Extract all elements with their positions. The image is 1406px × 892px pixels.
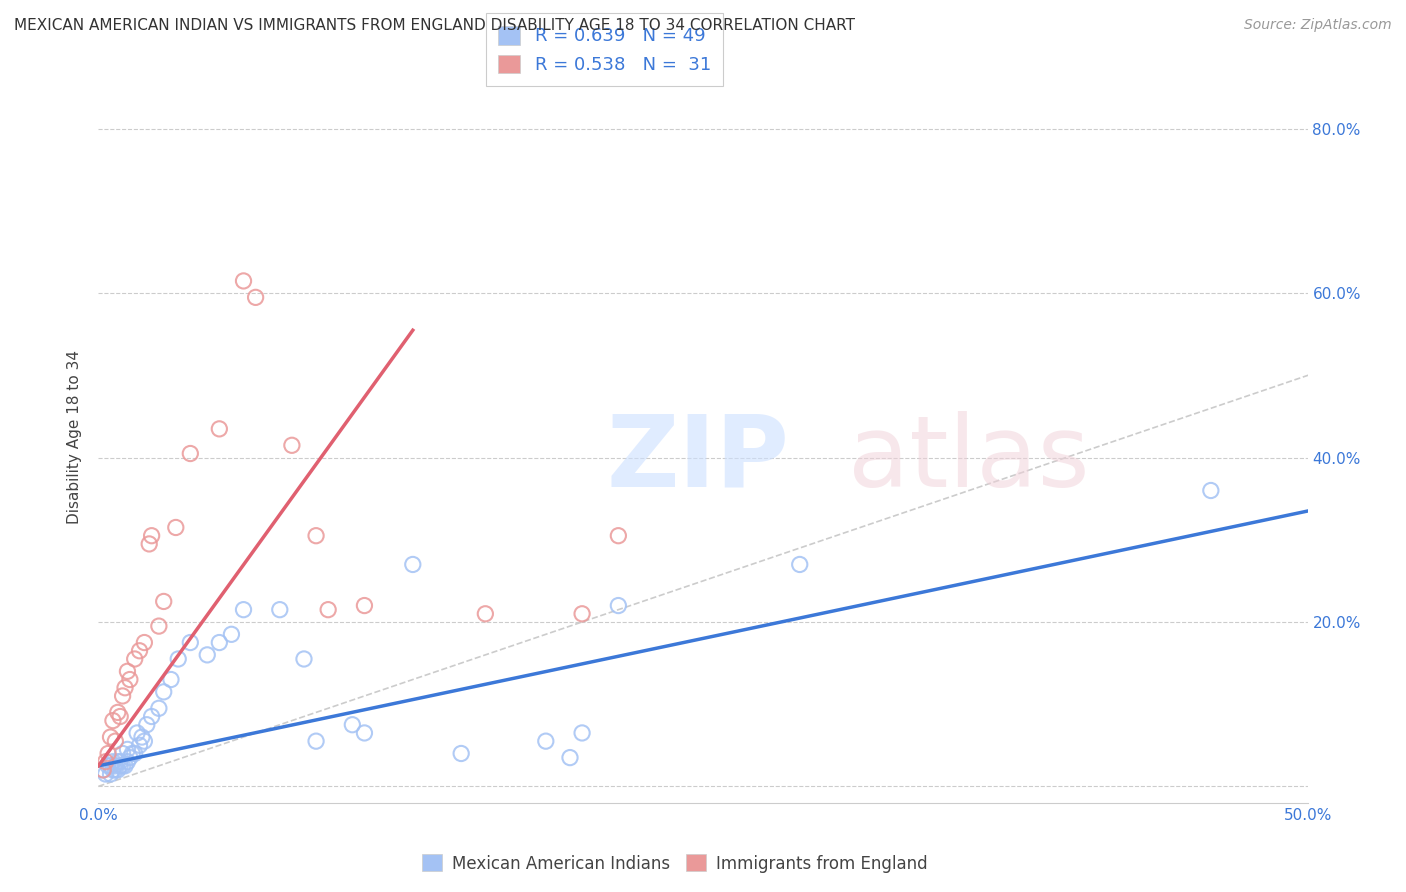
Point [111,759,134,773]
Point [107,763,129,777]
Point [208,635,231,649]
Text: atlas: atlas [848,410,1090,508]
Point [232,274,254,288]
Point [1199,483,1222,498]
Point [94,767,117,781]
Point [138,537,160,551]
Point [117,665,139,679]
Point [179,446,201,460]
Point [100,759,122,773]
Point [114,759,136,773]
Point [221,627,243,641]
Point [134,635,156,649]
Point [141,709,163,723]
Point [107,706,129,720]
Point [571,726,593,740]
Point [141,529,163,543]
Point [107,755,129,769]
Text: ZIP: ZIP [606,410,789,508]
Point [607,529,630,543]
Point [342,717,364,731]
Point [316,602,339,616]
Point [117,742,139,756]
Legend: Mexican American Indians, Immigrants from England: Mexican American Indians, Immigrants fro… [415,847,935,880]
Point [571,607,593,621]
Point [128,644,150,658]
Point [165,520,187,534]
Point [118,673,141,687]
Point [111,747,134,761]
Point [402,558,425,572]
Point [104,763,127,777]
Point [108,709,131,723]
Point [167,652,190,666]
Y-axis label: Disability Age 18 to 34: Disability Age 18 to 34 [67,350,83,524]
Point [148,619,170,633]
Point [134,734,156,748]
Point [232,602,254,616]
Point [208,422,231,436]
Point [269,602,291,616]
Point [160,673,183,687]
Point [558,750,581,764]
Point [305,734,328,748]
Point [104,759,127,773]
Point [292,652,315,666]
Point [111,689,134,703]
Point [128,739,150,753]
Point [101,755,124,769]
Point [281,438,304,452]
Point [94,755,117,769]
Point [245,290,267,304]
Point [117,755,139,769]
Point [91,763,114,777]
Point [108,759,131,773]
Point [534,734,557,748]
Point [101,763,124,777]
Point [179,635,201,649]
Point [97,747,120,761]
Point [124,747,146,761]
Point [127,726,149,740]
Point [131,730,153,744]
Point [305,529,328,543]
Point [474,607,496,621]
Point [148,701,170,715]
Point [450,747,472,761]
Point [100,730,122,744]
Point [135,717,157,731]
Point [353,599,375,613]
Point [108,755,131,769]
Point [353,726,375,740]
Point [97,759,120,773]
Point [152,594,174,608]
Point [100,767,122,781]
Point [118,750,141,764]
Point [607,599,630,613]
Point [104,734,127,748]
Point [152,685,174,699]
Point [121,747,143,761]
Text: MEXICAN AMERICAN INDIAN VS IMMIGRANTS FROM ENGLAND DISABILITY AGE 18 TO 34 CORRE: MEXICAN AMERICAN INDIAN VS IMMIGRANTS FR… [14,18,855,33]
Point [195,648,218,662]
Point [789,558,811,572]
Point [101,714,124,728]
Text: Source: ZipAtlas.com: Source: ZipAtlas.com [1244,18,1392,32]
Point [114,681,136,695]
Point [124,652,146,666]
Point [91,763,114,777]
